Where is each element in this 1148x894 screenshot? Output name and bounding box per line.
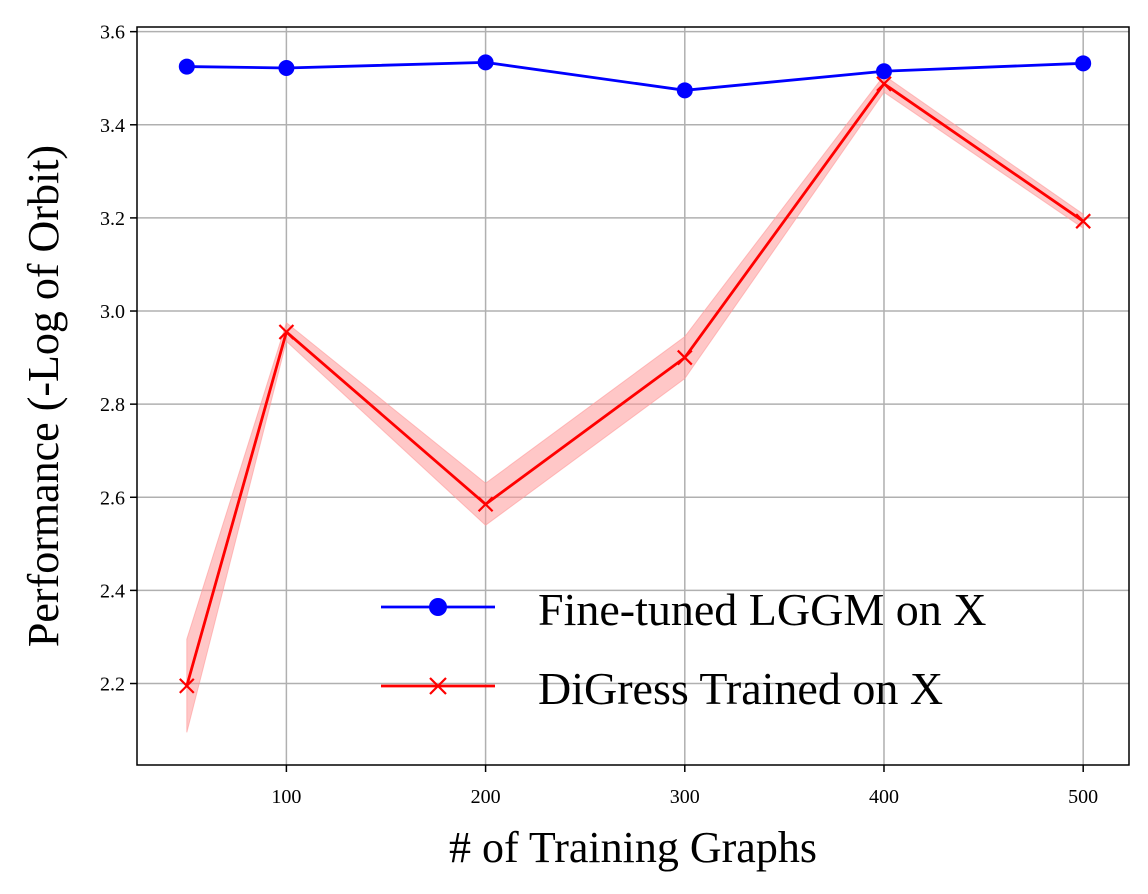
y-tick-label: 3.4 (100, 115, 125, 137)
data-point-circle (875, 63, 892, 80)
y-tick-label: 3.0 (100, 301, 125, 323)
data-point-x (677, 349, 693, 366)
x-tick-label: 200 (471, 786, 501, 808)
series-lines (185, 60, 1084, 687)
y-tick-label: 3.2 (100, 208, 125, 230)
data-point-circle (477, 54, 494, 71)
legend-marker-digress (429, 677, 447, 695)
y-tick-label: 2.4 (100, 580, 125, 602)
axis-ticks: 100 200 300 400 500 2.2 2.4 2.6 2.8 3.0 3.2 3.4 3.6 (100, 22, 1098, 808)
data-point-circle (676, 82, 693, 99)
y-tick-label: 2.2 (100, 674, 125, 696)
legend: Fine-tuned LGGM on X DiGress Trained on … (381, 584, 986, 714)
legend-marker-lggm (429, 598, 447, 616)
grid (137, 27, 1129, 765)
y-tick-label: 2.8 (100, 394, 125, 416)
x-tick-label: 100 (271, 786, 301, 808)
data-point-x (278, 324, 295, 340)
legend-entry-digress: DiGress Trained on X (381, 663, 943, 714)
y-axis-title: Performance (-Log of Orbit) (19, 145, 68, 647)
legend-x-glyph (429, 677, 447, 695)
x-tick-label: 400 (869, 786, 899, 808)
series-markers (178, 54, 1092, 694)
y-tick-label: 2.6 (100, 487, 125, 509)
y-tick-label: 3.6 (100, 22, 125, 44)
series-line-1 (185, 82, 1084, 687)
data-point-x (477, 496, 494, 513)
series-line-0 (186, 60, 1084, 92)
data-point-circle (1075, 55, 1092, 72)
x-tick-label: 300 (670, 786, 700, 808)
legend-label-digress: DiGress Trained on X (538, 663, 943, 714)
legend-entry-lggm: Fine-tuned LGGM on X (381, 584, 986, 635)
x-axis-title: # of Training Graphs (449, 823, 817, 872)
confidence-bands (186, 74, 1084, 733)
legend-label-lggm: Fine-tuned LGGM on X (538, 584, 986, 635)
plot-frame (136, 26, 1130, 766)
data-point-x (179, 678, 195, 694)
data-point-circle (178, 58, 195, 75)
data-point-circle (278, 59, 295, 76)
x-tick-label: 500 (1068, 786, 1098, 808)
data-point-x (1075, 213, 1091, 229)
data-point-x (876, 76, 892, 92)
confidence-band-1 (186, 74, 1084, 733)
